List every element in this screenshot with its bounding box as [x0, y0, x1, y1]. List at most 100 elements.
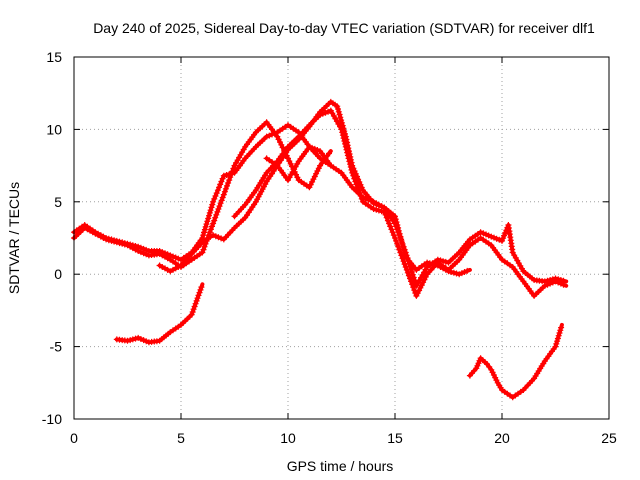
data-point-marker [124, 337, 131, 344]
data-point-marker [555, 279, 562, 286]
data-point-marker [378, 208, 385, 215]
data-point-marker [410, 284, 417, 291]
data-point-marker [346, 158, 353, 165]
data-point-marker [547, 280, 554, 287]
data-point-marker [558, 324, 565, 331]
data-point-marker [266, 132, 273, 139]
data-point-marker [129, 336, 136, 343]
data-point-marker [121, 240, 128, 247]
data-point-marker [354, 184, 361, 191]
data-point-marker [167, 252, 174, 259]
data-point-marker [342, 140, 349, 147]
data-point-marker [401, 248, 408, 254]
data-point-marker [394, 222, 401, 228]
data-point-marker [404, 269, 411, 276]
data-point-marker [201, 226, 208, 233]
x-tick-label: 5 [177, 430, 185, 446]
tick-layer: 0 5 10 15 20 25 -10 -5 0 5 10 15 [42, 49, 617, 446]
data-point-marker [319, 110, 326, 117]
data-point-marker [384, 217, 391, 224]
data-point-marker [201, 243, 208, 250]
x-tick-label: 20 [494, 430, 510, 446]
y-tick-label: 10 [46, 121, 62, 137]
data-point-marker [212, 214, 219, 221]
plot-frame [73, 56, 610, 420]
data-point-marker [343, 146, 350, 153]
data-point-marker [344, 152, 351, 159]
data-point-marker [353, 181, 360, 188]
data-point-marker [132, 243, 139, 249]
data-point-marker [211, 217, 218, 224]
data-point-marker [453, 270, 460, 277]
data-point-marker [191, 303, 198, 310]
data-point-marker [212, 193, 219, 199]
data-point-marker [342, 143, 349, 150]
series-line [114, 282, 205, 345]
data-point-marker [204, 218, 211, 225]
data-point-marker [485, 232, 492, 239]
data-point-marker [390, 232, 397, 239]
data-point-marker [294, 174, 301, 181]
data-point-marker [219, 175, 226, 182]
data-point-marker [388, 226, 395, 233]
data-point-marker [448, 269, 455, 275]
data-point-marker [549, 279, 556, 286]
data-point-marker [124, 240, 131, 247]
data-point-marker [456, 271, 463, 278]
data-point-marker [218, 178, 225, 185]
data-point-marker [395, 243, 402, 250]
series-trace-5 [263, 143, 472, 278]
y-tick-label: 0 [54, 266, 62, 282]
data-point-marker [395, 224, 402, 231]
data-point-marker [317, 111, 324, 118]
data-point-marker [362, 195, 369, 202]
data-point-marker [557, 327, 564, 334]
data-point-marker [552, 343, 559, 350]
data-point-marker [210, 232, 217, 239]
x-axis-label: GPS time / hours [287, 458, 394, 474]
data-point-marker [398, 236, 405, 243]
data-point-marker [263, 133, 270, 140]
data-point-marker [137, 336, 144, 342]
data-point-marker [188, 311, 195, 318]
data-point-marker [287, 160, 294, 167]
data-point-marker [192, 300, 199, 307]
data-point-marker [400, 245, 407, 252]
data-point-marker [213, 211, 220, 218]
data-point-marker [555, 332, 562, 339]
data-point-marker [206, 209, 213, 216]
data-point-marker [208, 204, 215, 211]
data-point-marker [218, 235, 225, 242]
data-point-marker [392, 216, 399, 223]
data-point-marker [400, 258, 407, 265]
data-point-marker [336, 111, 343, 118]
data-point-marker [403, 266, 410, 273]
data-point-marker [338, 117, 345, 124]
data-point-marker [195, 292, 202, 299]
data-point-marker [461, 269, 468, 275]
data-point-marker [311, 173, 318, 180]
data-point-marker [554, 335, 561, 342]
data-point-marker [207, 207, 214, 214]
data-point-marker [223, 172, 230, 178]
data-point-marker [129, 242, 136, 249]
data-point-marker [215, 234, 222, 241]
data-point-marker [408, 266, 415, 273]
data-point-marker [211, 195, 218, 202]
data-point-marker [103, 235, 110, 241]
data-point-marker [189, 309, 196, 315]
x-tick-label: 15 [387, 430, 403, 446]
data-point-marker [345, 155, 352, 162]
data-point-marker [215, 206, 222, 212]
data-point-marker [203, 221, 210, 228]
data-point-marker [326, 150, 332, 157]
data-point-marker [389, 229, 396, 236]
data-point-marker [387, 223, 394, 230]
data-point-marker [313, 170, 320, 177]
data-point-marker [556, 330, 563, 336]
data-point-marker [401, 261, 408, 268]
data-point-marker [222, 185, 229, 192]
data-point-marker [480, 230, 487, 237]
data-point-marker [501, 232, 508, 239]
data-point-marker [199, 249, 206, 256]
